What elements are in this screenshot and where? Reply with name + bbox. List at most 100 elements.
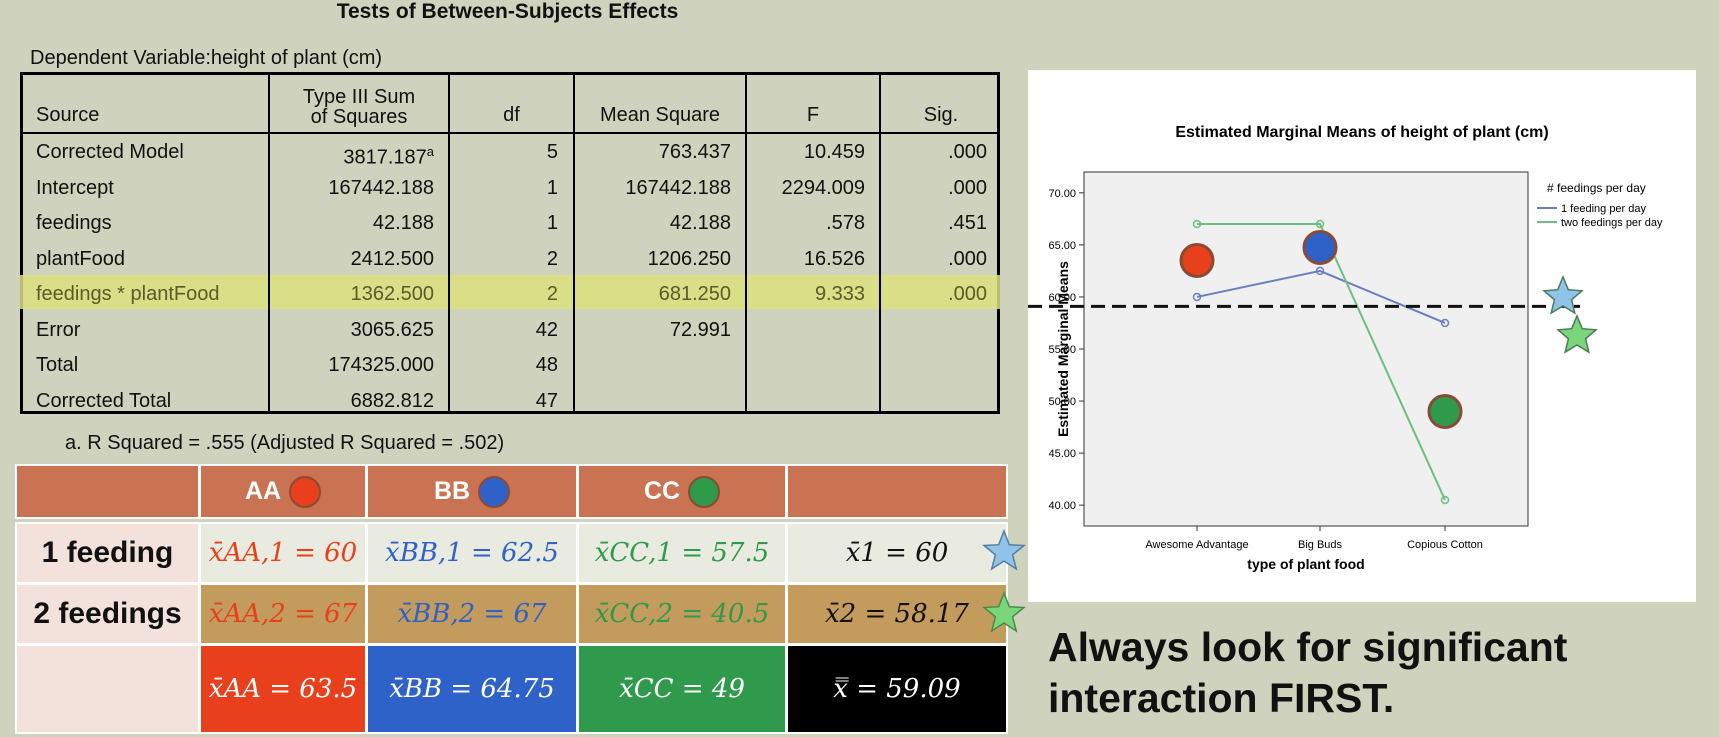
header-source: Source <box>36 104 100 126</box>
anova-ms-2: 167442.188 <box>625 176 731 199</box>
anova-df-5: 2 <box>546 283 558 305</box>
anova-ms-4: 1206.250 <box>647 247 731 270</box>
x-tick-label-2: Copious Cotton <box>1407 539 1483 551</box>
row-mean-star-1 <box>1556 314 1598 354</box>
anova-ms-3: 42.188 <box>669 212 731 234</box>
anova-source-1: Corrected Model <box>36 141 184 163</box>
legend-label-1: two feedings per day <box>1561 217 1663 229</box>
note-line-2: interaction FIRST. <box>1048 675 1395 721</box>
anova-source-5: feedings * plantFood <box>36 283 220 305</box>
anova-title: Tests of Between-Subjects Effects <box>336 0 679 23</box>
row-mean-star-0 <box>1542 274 1584 315</box>
series-point-1-2 <box>1440 495 1450 505</box>
anova-df-2: 1 <box>546 176 558 199</box>
y-axis-label: Estimated Marginal Means <box>1055 261 1071 437</box>
anova-ms-5: 681.250 <box>658 283 731 305</box>
row-label-blank <box>15 644 200 734</box>
interaction-row-highlight <box>20 275 1000 309</box>
means-table: AA BB CC 1 feeding x̄AA,1 = 60 x̄BB,1 = … <box>15 464 1008 734</box>
means-header-aa: AA <box>199 464 367 519</box>
anova-df-8: 47 <box>535 389 558 412</box>
series-line-1 <box>1197 223 1446 501</box>
mean-cc-2: x̄CC,2 = 40.5 <box>577 583 787 645</box>
anova-ms-6: 72.991 <box>669 318 731 341</box>
x-tick-label-1: Big Buds <box>1298 539 1343 551</box>
anova-f-1: 10.459 <box>803 141 865 163</box>
grand-mean: x̿ = 59.09 <box>786 644 1008 734</box>
means-header-total <box>786 464 1008 519</box>
cc-dot-icon <box>688 475 721 508</box>
series-point-0-0 <box>1192 292 1202 302</box>
anova-df-7: 48 <box>535 354 558 376</box>
series-point-1-0 <box>1192 219 1202 229</box>
aa-dot-icon <box>289 475 322 508</box>
row2-star-icon <box>982 590 1026 633</box>
anova-f-3: .578 <box>826 212 865 234</box>
anova-ss-7: 174325.000 <box>328 354 434 376</box>
anova-table: Source Type III Sum of Squares df Mean Sq… <box>20 72 1000 414</box>
y-tick-label-4: 60.00 <box>1048 292 1076 304</box>
header-df: df <box>503 104 520 126</box>
header-sig: Sig. <box>923 104 959 126</box>
y-tick-label-2: 50.00 <box>1048 396 1076 408</box>
anova-sig-3: .451 <box>948 212 987 234</box>
anova-source-6: Error <box>36 318 81 341</box>
header-f: F <box>806 104 820 126</box>
means-header-blank <box>15 464 200 519</box>
y-tick-label-1: 45.00 <box>1048 448 1076 460</box>
anova-ss-5: 1362.500 <box>350 283 434 305</box>
anova-sig-4: .000 <box>948 247 987 270</box>
anova-ss-1: 3817.187a <box>343 144 434 169</box>
mean-cc-marginal: x̄CC = 49 <box>577 644 787 734</box>
x-tick-label-0: Awesome Advantage <box>1145 539 1248 551</box>
note-line-1: Always look for significant <box>1048 624 1568 670</box>
y-tick-label-3: 55.00 <box>1048 344 1076 356</box>
row-label-1-feeding: 1 feeding <box>15 522 200 584</box>
anova-source-7: Total <box>36 354 79 376</box>
mean-bb-1: x̄BB,1 = 62.5 <box>366 522 578 584</box>
anova-f-2: 2294.009 <box>781 176 865 199</box>
anova-source-4: plantFood <box>36 247 125 270</box>
anova-sig-1: .000 <box>948 141 987 163</box>
anova-footnote: a. R Squared = .555 (Adjusted R Squared … <box>65 432 505 454</box>
anova-ss-3: 42.188 <box>372 212 434 234</box>
legend-label-0: 1 feeding per day <box>1561 203 1647 215</box>
anova-ss-4: 2412.500 <box>350 247 434 270</box>
footnote-marker: a <box>426 144 434 159</box>
row-label-2-feedings: 2 feedings <box>15 583 200 645</box>
bb-dot-icon <box>478 475 511 508</box>
mean-row-1: x̄1 = 60 <box>786 522 1008 584</box>
series-point-0-1 <box>1315 266 1325 276</box>
anova-f-4: 16.526 <box>803 247 865 270</box>
anova-sig-2: .000 <box>948 176 987 199</box>
x-axis-label: type of plant food <box>1247 556 1364 572</box>
header-ss: Type III Sum of Squares <box>302 86 416 128</box>
y-tick-label-6: 70.00 <box>1048 188 1076 200</box>
anova-df-3: 1 <box>546 212 558 234</box>
mean-bb-marginal: x̄BB = 64.75 <box>366 644 578 734</box>
legend-title: # feedings per day <box>1547 181 1646 195</box>
anova-ss-8: 6882.812 <box>350 389 434 412</box>
anova-df-6: 42 <box>535 318 558 341</box>
anova-df-1: 5 <box>546 141 558 163</box>
chart-title: Estimated Marginal Means of height of pl… <box>1175 124 1548 141</box>
anova-ms-1: 763.437 <box>658 141 731 163</box>
anova-ss-6: 3065.625 <box>350 318 434 341</box>
marginal-mean-marker-0 <box>1179 243 1215 278</box>
mean-aa-2: x̄AA,2 = 67 <box>199 583 367 645</box>
anova-df-4: 2 <box>546 247 558 270</box>
series-line-0 <box>1196 269 1446 324</box>
means-header-cc: CC <box>577 464 787 519</box>
plot-area <box>1083 171 1529 527</box>
series-point-0-2 <box>1440 318 1450 328</box>
marginal-mean-marker-2 <box>1427 393 1463 429</box>
y-tick-label-5: 65.00 <box>1048 240 1076 252</box>
header-ms: Mean Square <box>599 104 721 126</box>
marginal-mean-marker-1 <box>1302 229 1338 265</box>
anova-source-3: feedings <box>36 212 112 234</box>
y-tick-label-0: 40.00 <box>1048 500 1076 512</box>
anova-sig-5: .000 <box>948 283 987 305</box>
row1-star-icon <box>982 528 1026 571</box>
anova-source-8: Corrected Total <box>36 389 172 412</box>
